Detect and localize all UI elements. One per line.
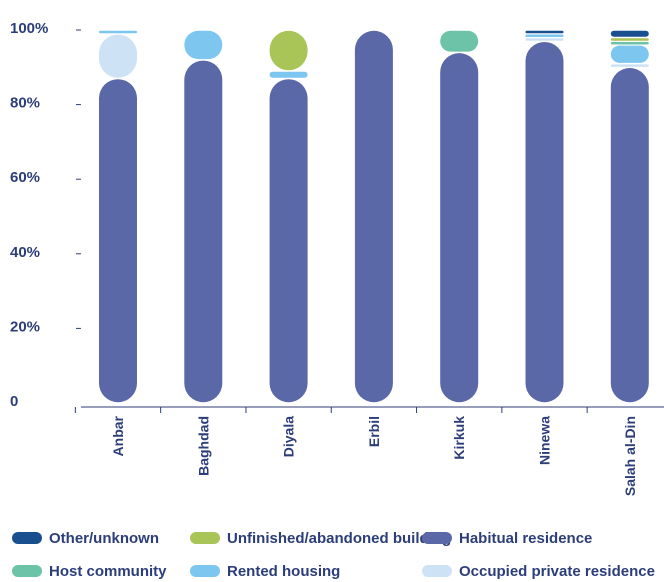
bar-segment-occupied-private-residence [610, 64, 649, 67]
legend-swatch [422, 565, 452, 577]
bar-segment-other-unknown [525, 30, 564, 34]
bar-segment-rented-housing [610, 45, 649, 63]
bars [99, 30, 649, 403]
legend-label: Unfinished/abandoned building [227, 530, 451, 547]
bar-segment-habitual-residence [610, 68, 649, 403]
bar-salah-al-din [610, 30, 649, 403]
legend-item: Unfinished/abandoned building [190, 530, 451, 547]
bar-segment-occupied-private-residence [525, 38, 564, 41]
category-label: Salah al-Din [622, 416, 638, 496]
category-label: Kirkuk [451, 416, 467, 460]
legend-label: Rented housing [227, 563, 340, 580]
legend-swatch [190, 532, 220, 544]
bar-segment-habitual-residence [99, 79, 137, 403]
legend-item: Rented housing [190, 563, 340, 580]
legend-item: Other/unknown [12, 530, 159, 547]
y-tick-label: 0 [10, 393, 18, 410]
y-tick-label: 100% [10, 20, 48, 37]
bar-segment-rented-housing [184, 30, 223, 60]
bar-segment-other-unknown [610, 30, 649, 37]
bar-segment-occupied-private-residence [99, 34, 137, 78]
legend-swatch [12, 532, 42, 544]
bar-segment-rented-housing [269, 71, 308, 78]
bar-anbar [99, 30, 137, 403]
y-tick-label: 80% [10, 95, 40, 112]
bar-ninewa [525, 30, 564, 403]
category-labels: Anbar Baghdad Diyala Erbil Kirkuk Ninewa Salah… [110, 415, 638, 496]
bar-segment-host-community [440, 30, 479, 52]
bar-segment-habitual-residence [184, 60, 223, 403]
legend-swatch [190, 565, 220, 577]
y-tick-label: 20% [10, 318, 40, 335]
legend-item: Habitual residence [422, 530, 592, 547]
legend-swatch [12, 565, 42, 577]
bar-kirkuk [440, 30, 479, 403]
category-label: Anbar [110, 415, 126, 456]
category-label: Baghdad [195, 416, 211, 476]
bar-erbil [354, 30, 393, 403]
bar-diyala [269, 30, 308, 403]
legend-label: Occupied private residence [459, 563, 655, 580]
bar-segment-rented-housing [99, 30, 137, 34]
y-tick-label: 40% [10, 244, 40, 261]
legend-label: Habitual residence [459, 530, 592, 547]
bar-segment-habitual-residence [440, 53, 479, 403]
bar-segment-unfinished-abandoned-building [269, 30, 308, 71]
legend: Other/unknown Unfinished/abandoned buildi… [12, 530, 655, 580]
bar-segment-host-community [610, 41, 649, 45]
y-tick-label: 60% [10, 169, 40, 186]
x-axis [74, 406, 664, 413]
legend-label: Other/unknown [49, 530, 159, 547]
y-axis: 0 20% 40% 60% 80% 100% [10, 20, 81, 410]
bar-segment-rented-housing [525, 34, 564, 37]
bar-segment-unfinished-abandoned-building [610, 38, 649, 41]
legend-item: Host community [12, 563, 167, 580]
bar-segment-habitual-residence [525, 41, 564, 403]
category-label: Erbil [366, 416, 382, 447]
category-label: Ninewa [537, 416, 553, 465]
category-label: Diyala [281, 416, 297, 457]
legend-label: Host community [49, 563, 167, 580]
legend-swatch [422, 532, 452, 544]
legend-item: Occupied private residence [422, 563, 655, 580]
bar-baghdad [184, 30, 223, 403]
bar-segment-habitual-residence [269, 79, 308, 403]
bar-segment-habitual-residence [354, 30, 393, 403]
